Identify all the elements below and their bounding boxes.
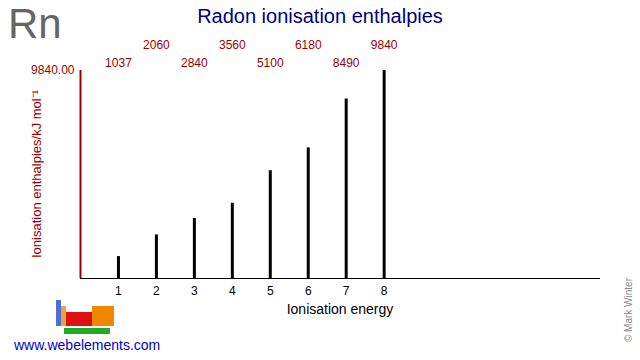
svg-text:7: 7 bbox=[343, 284, 350, 298]
svg-text:8490: 8490 bbox=[333, 56, 360, 70]
svg-text:3: 3 bbox=[191, 284, 198, 298]
svg-text:9840.00: 9840.00 bbox=[31, 63, 75, 77]
svg-text:2: 2 bbox=[153, 284, 160, 298]
html-text:Radon ionisation enthalpies: Radon ionisation enthalpies bbox=[197, 5, 443, 27]
svg-text:5100: 5100 bbox=[257, 56, 284, 70]
svg-text:1037: 1037 bbox=[105, 56, 132, 70]
html-text:Ionisation enthalpies/kJ mol⁻¹: Ionisation enthalpies/kJ mol⁻¹ bbox=[29, 90, 44, 258]
svg-text:1: 1 bbox=[115, 284, 122, 298]
html-text:Ionisation energy: Ionisation energy bbox=[286, 301, 394, 317]
svg-text:8: 8 bbox=[381, 284, 388, 298]
svg-text:9840: 9840 bbox=[371, 38, 398, 52]
svg-text:4: 4 bbox=[229, 284, 236, 298]
html-text:Rn: Rn bbox=[8, 0, 62, 47]
html-text:www.webelements.com: www.webelements.com bbox=[14, 337, 161, 353]
svg-text:2840: 2840 bbox=[181, 56, 208, 70]
svg-text:5: 5 bbox=[267, 284, 274, 298]
svg-text:6: 6 bbox=[305, 284, 312, 298]
svg-text:6180: 6180 bbox=[295, 38, 322, 52]
svg-text:3560: 3560 bbox=[219, 38, 246, 52]
svg-text:2060: 2060 bbox=[143, 38, 170, 52]
html-text:© Mark Winter: © Mark Winter bbox=[622, 278, 634, 342]
